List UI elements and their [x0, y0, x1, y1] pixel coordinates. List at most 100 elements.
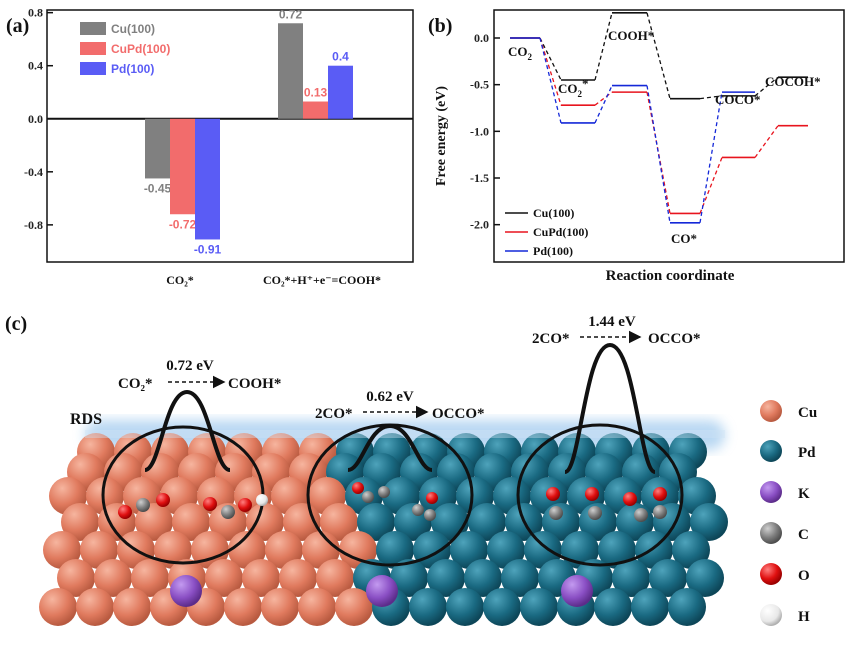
- oxygen-atom: [156, 493, 170, 507]
- panel-b-legend: Cu(100) CuPd(100) Pd(100): [505, 206, 588, 258]
- legend-label-pd: Pd: [798, 445, 816, 461]
- transition-connector: [539, 37, 562, 81]
- panel-b-energy-diagram: (b) Free energy (eV) Reaction coordinate…: [428, 9, 845, 284]
- transition-connector: [539, 37, 562, 124]
- y-tick-label: -0.5: [470, 78, 489, 92]
- carbon-atom: [549, 506, 563, 520]
- oxygen-atom: [352, 482, 364, 494]
- element-legend: Cu Pd K C O H: [760, 400, 817, 626]
- cu-atom: [191, 531, 229, 569]
- panel-b-y-ticks: 0.0 -0.5 -1.0 -1.5 -2.0: [470, 31, 500, 232]
- cu-atom: [265, 531, 303, 569]
- cu-atom: [298, 588, 336, 626]
- cu-atom: [39, 588, 77, 626]
- hydrogen-atom: [256, 494, 268, 506]
- cu-atom: [320, 503, 358, 541]
- legend-label-c: C: [798, 527, 809, 543]
- panel-b-pathways: [510, 12, 808, 224]
- pd-atom: [672, 531, 710, 569]
- transition-connector: [646, 85, 671, 223]
- legend-atom-pd: [760, 440, 782, 462]
- transition-connector: [539, 37, 562, 106]
- bar-value-label: 0.13: [304, 86, 328, 100]
- cu-atom: [80, 531, 118, 569]
- energy-barrier-curves: [144, 342, 657, 474]
- transition-connector: [594, 91, 613, 106]
- barrier-annotation-1: 0.72 eV CO₂* COOH*: [118, 358, 281, 392]
- energy-barrier-curve: [144, 389, 231, 472]
- cu-atom: [261, 588, 299, 626]
- pd-atom: [501, 559, 539, 597]
- y-tick-label: -2.0: [470, 218, 489, 232]
- barrier-annotation-2: 0.62 eV 2CO* OCCO*: [315, 389, 485, 422]
- bar-value-label: 0.72: [279, 7, 303, 21]
- cu-atom: [154, 531, 192, 569]
- legend-label-cupd: CuPd(100): [111, 42, 170, 56]
- cu-atom: [316, 559, 354, 597]
- carbon-atom: [424, 509, 436, 521]
- state-label-co2-star-text: CO: [558, 81, 578, 96]
- y-tick-label: 0.0: [28, 112, 43, 126]
- transition-connector: [699, 92, 723, 223]
- panel-a-bars: -0.45 0.72 -0.72 0.13 -0.91 0.4: [144, 7, 353, 256]
- cu-atom: [224, 588, 262, 626]
- legend-label-cu: Cu(100): [111, 22, 155, 36]
- barrier-annotation-3: 1.44 eV 2CO* OCCO*: [532, 314, 701, 347]
- oxygen-atom: [118, 505, 132, 519]
- carbon-atom: [588, 506, 602, 520]
- pd-atom: [668, 588, 706, 626]
- pd-atom: [446, 588, 484, 626]
- panel-a-legend: Cu(100) CuPd(100) Pd(100): [80, 22, 170, 76]
- carbon-atom: [653, 505, 667, 519]
- y-axis-label: Free energy (eV): [434, 86, 449, 186]
- legend-atom-o: [760, 563, 782, 585]
- barrier-energy-1: 0.72 eV: [166, 358, 214, 374]
- oxygen-atom: [546, 487, 560, 501]
- bar: [145, 118, 170, 179]
- cu-atom: [43, 531, 81, 569]
- transition-connector: [646, 92, 671, 214]
- cu-atom: [113, 588, 151, 626]
- state-label-coco: COCO*: [715, 92, 761, 107]
- panel-b-frame: [493, 9, 845, 263]
- state-label-co2-text: CO: [508, 44, 528, 59]
- bar-value-label: 0.4: [332, 50, 349, 64]
- pd-atom: [468, 503, 506, 541]
- oxygen-atom: [238, 498, 252, 512]
- y-tick-label: 0.4: [28, 59, 43, 73]
- bar: [278, 23, 303, 119]
- panel-c-surface-models: (c) RDS 0.72 eV CO₂* COOH* 0.62 eV 2CO* …: [5, 313, 817, 626]
- cu-atom: [76, 588, 114, 626]
- cu-atom: [228, 531, 266, 569]
- bar-value-label: -0.45: [144, 181, 172, 195]
- state-label-co2-star-suffix: *: [582, 76, 589, 91]
- y-tick-label: -0.4: [24, 165, 43, 179]
- atom-slab: [39, 430, 728, 626]
- carbon-atom: [362, 491, 374, 503]
- panel-a-label: (a): [6, 15, 29, 37]
- state-labels: CO2 CO2* COOH* CO* COCO* COCOH*: [508, 28, 821, 246]
- barrier-reactant-1: CO₂*: [118, 376, 153, 392]
- carbon-atom: [378, 486, 390, 498]
- state-label-cocoh: COCOH*: [765, 74, 821, 89]
- state-label-cooh: COOH*: [608, 28, 654, 43]
- pd-atom: [376, 531, 414, 569]
- pd-atom: [631, 588, 669, 626]
- panel-a-frame: [46, 9, 414, 263]
- transition-connector: [699, 157, 723, 214]
- cu-atom: [242, 559, 280, 597]
- energy-barrier-curve: [347, 423, 433, 472]
- legend-atom-c: [760, 522, 782, 544]
- oxygen-atom: [203, 497, 217, 511]
- pd-atom: [612, 559, 650, 597]
- barrier-product-3: OCCO*: [648, 331, 701, 347]
- panel-c-label: (c): [5, 313, 27, 335]
- pd-atom: [649, 559, 687, 597]
- cu-atom: [339, 531, 377, 569]
- transition-connector: [754, 125, 779, 158]
- cu-atom: [279, 559, 317, 597]
- x-axis-label: Reaction coordinate: [606, 268, 735, 284]
- y-tick-label: -1.5: [470, 171, 489, 185]
- barrier-product-1: COOH*: [228, 376, 281, 392]
